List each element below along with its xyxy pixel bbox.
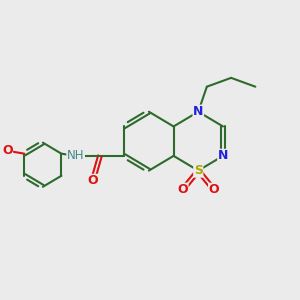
Text: NH: NH bbox=[67, 149, 84, 162]
Text: O: O bbox=[88, 174, 98, 188]
Text: O: O bbox=[209, 183, 219, 196]
Text: N: N bbox=[218, 149, 228, 162]
Text: N: N bbox=[193, 105, 203, 118]
Text: O: O bbox=[2, 144, 13, 157]
Text: S: S bbox=[194, 164, 203, 177]
Text: O: O bbox=[177, 183, 188, 196]
